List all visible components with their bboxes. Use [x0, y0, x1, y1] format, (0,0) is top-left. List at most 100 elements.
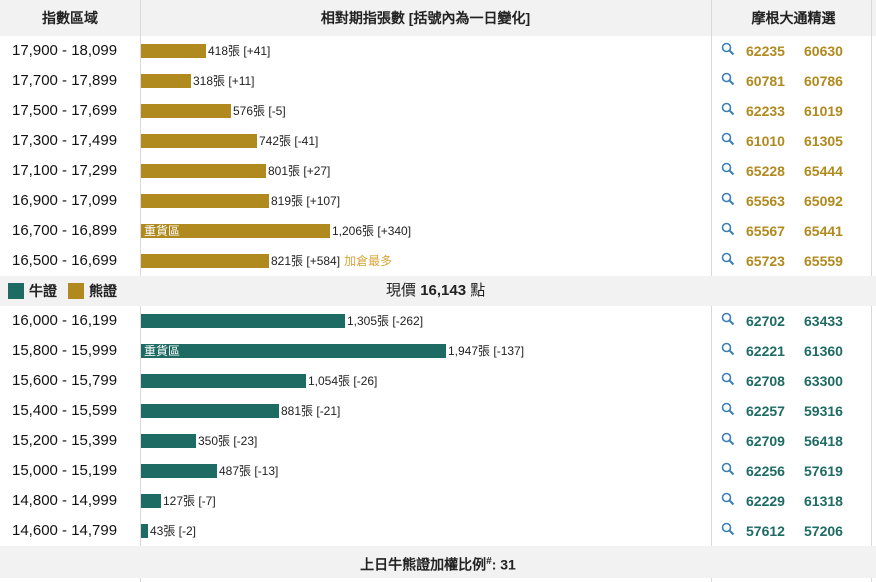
warrant-code-link[interactable]: 62702	[746, 313, 785, 329]
search-icon[interactable]	[721, 222, 735, 236]
volume-text: 819張 [+107]	[271, 194, 341, 208]
warrant-code-link[interactable]: 62709	[746, 433, 785, 449]
search-icon[interactable]	[721, 462, 735, 476]
index-range: 16,500 - 16,699	[12, 252, 118, 269]
table-row: 17,700 - 17,899 318張 [+11] 60781 60786	[0, 66, 876, 96]
index-range: 17,100 - 17,299	[12, 162, 118, 179]
price-value: 16,143	[420, 282, 467, 299]
volume-bar	[141, 104, 231, 118]
warrant-code-link[interactable]: 65563	[746, 193, 785, 209]
volume-label: 819張 [+107]	[271, 186, 340, 216]
footer-value: : 31	[491, 556, 516, 573]
table-row: 16,900 - 17,099 819張 [+107] 65563 65092	[0, 186, 876, 216]
warrant-code-link[interactable]: 62708	[746, 373, 785, 389]
price-prefix: 現價	[386, 282, 417, 299]
warrant-code-link[interactable]: 62233	[746, 103, 785, 119]
warrant-code-link[interactable]: 63433	[804, 313, 843, 329]
search-icon[interactable]	[721, 372, 735, 386]
index-range: 15,400 - 15,599	[12, 402, 118, 419]
table-row: 15,400 - 15,599 881張 [-21] 62257 59316	[0, 396, 876, 426]
warrant-code-link[interactable]: 65444	[804, 163, 843, 179]
warrant-code-link[interactable]: 62235	[746, 43, 785, 59]
volume-text: 350張 [-23]	[198, 434, 258, 448]
index-range: 14,600 - 14,799	[12, 522, 118, 539]
volume-text: 318張 [+11]	[193, 74, 255, 88]
search-icon[interactable]	[721, 342, 735, 356]
warrant-code-link[interactable]: 62256	[746, 463, 785, 479]
volume-label: 742張 [-41]	[259, 126, 318, 156]
volume-text: 1,947張 [-137]	[448, 344, 525, 358]
warrant-code-link[interactable]: 61305	[804, 133, 843, 149]
table-row: 15,000 - 15,199 487張 [-13] 62256 57619	[0, 456, 876, 486]
volume-label: 1,947張 [-137]	[448, 336, 524, 366]
table-row: 16,500 - 16,699 821張 [+584] 加倉最多 65723 65559	[0, 246, 876, 276]
warrant-code-link[interactable]: 62221	[746, 343, 785, 359]
warrant-code-link[interactable]: 65559	[804, 253, 843, 269]
volume-bar	[141, 314, 345, 328]
index-range: 15,600 - 15,799	[12, 372, 118, 389]
volume-bar	[141, 254, 269, 268]
search-icon[interactable]	[721, 432, 735, 446]
warrant-code-link[interactable]: 63300	[804, 373, 843, 389]
table-row: 15,600 - 15,799 1,054張 [-26] 62708 63300	[0, 366, 876, 396]
table-row: 15,200 - 15,399 350張 [-23] 62709 56418	[0, 426, 876, 456]
warrant-code-link[interactable]: 57206	[804, 523, 843, 539]
warrant-code-link[interactable]: 56418	[804, 433, 843, 449]
warrant-code-link[interactable]: 62257	[746, 403, 785, 419]
table-row: 17,100 - 17,299 801張 [+27] 65228 65444	[0, 156, 876, 186]
header-range: 指數區域	[0, 0, 140, 36]
volume-text: 801張 [+27]	[268, 164, 331, 178]
index-range: 16,000 - 16,199	[12, 312, 118, 329]
search-icon[interactable]	[721, 102, 735, 116]
search-icon[interactable]	[721, 252, 735, 266]
search-icon[interactable]	[721, 132, 735, 146]
index-range: 17,900 - 18,099	[12, 42, 118, 59]
warrant-code-link[interactable]: 61360	[804, 343, 843, 359]
warrant-code-link[interactable]: 61318	[804, 493, 843, 509]
volume-bar	[141, 374, 306, 388]
warrant-code-link[interactable]: 65092	[804, 193, 843, 209]
heavy-zone-label: 重貨區	[144, 224, 181, 238]
volume-label: 350張 [-23]	[198, 426, 257, 456]
warrant-code-link[interactable]: 65441	[804, 223, 843, 239]
warrant-code-link[interactable]: 65228	[746, 163, 785, 179]
warrant-code-link[interactable]: 65567	[746, 223, 785, 239]
search-icon[interactable]	[721, 42, 735, 56]
search-icon[interactable]	[721, 72, 735, 86]
volume-text: 418張 [+41]	[208, 44, 271, 58]
header-chart: 相對期指張數 [括號內為一日變化]	[140, 0, 711, 36]
warrant-code-link[interactable]: 57619	[804, 463, 843, 479]
warrant-code-link[interactable]: 60781	[746, 73, 785, 89]
volume-bar	[141, 194, 269, 208]
warrant-code-link[interactable]: 60630	[804, 43, 843, 59]
warrant-code-link[interactable]: 61010	[746, 133, 785, 149]
search-icon[interactable]	[721, 192, 735, 206]
search-icon[interactable]	[721, 522, 735, 536]
warrant-code-link[interactable]: 59316	[804, 403, 843, 419]
warrant-code-link[interactable]: 60786	[804, 73, 843, 89]
volume-label: 43張 [-2]	[150, 516, 196, 546]
index-range: 15,800 - 15,999	[12, 342, 118, 359]
index-range: 15,200 - 15,399	[12, 432, 118, 449]
index-range: 17,500 - 17,699	[12, 102, 118, 119]
search-icon[interactable]	[721, 162, 735, 176]
volume-bar: 重貨區	[141, 344, 446, 358]
index-range: 16,700 - 16,899	[12, 222, 118, 239]
volume-bar	[141, 524, 148, 538]
volume-text: 43張 [-2]	[150, 524, 197, 538]
price-suffix: 點	[470, 282, 486, 299]
volume-label: 318張 [+11]	[193, 66, 255, 96]
table-row: 17,900 - 18,099 418張 [+41] 62235 60630	[0, 36, 876, 66]
search-icon[interactable]	[721, 402, 735, 416]
warrant-code-link[interactable]: 65723	[746, 253, 785, 269]
volume-bar	[141, 44, 206, 58]
warrant-code-link[interactable]: 62229	[746, 493, 785, 509]
warrant-code-link[interactable]: 57612	[746, 523, 785, 539]
volume-bar	[141, 434, 196, 448]
warrant-code-link[interactable]: 61019	[804, 103, 843, 119]
volume-text: 576張 [-5]	[233, 104, 286, 118]
bull-legend-swatch	[8, 283, 24, 299]
search-icon[interactable]	[721, 312, 735, 326]
volume-bar: 重貨區	[141, 224, 330, 238]
search-icon[interactable]	[721, 492, 735, 506]
